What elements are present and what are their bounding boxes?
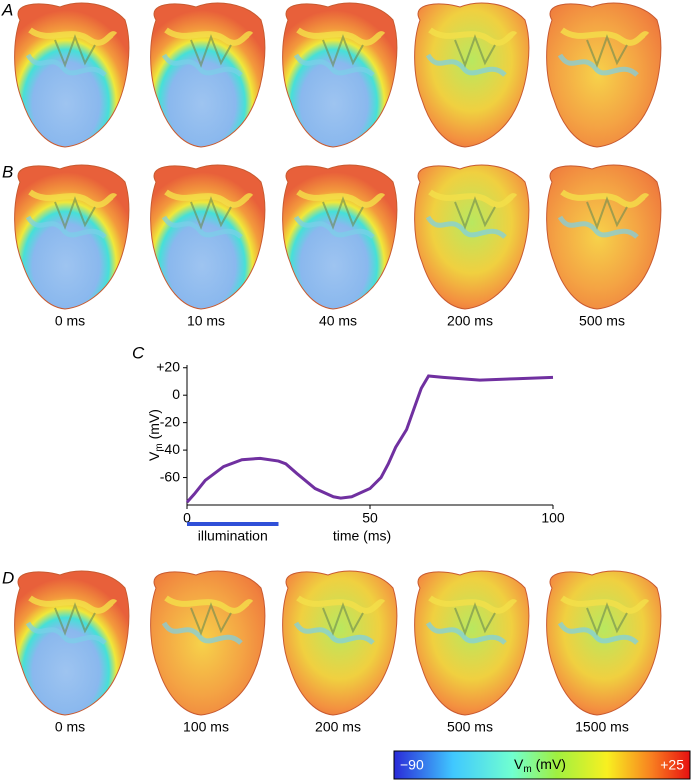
heart (414, 2, 530, 148)
y-tick-label: -20 (160, 413, 180, 429)
panel-label: B (2, 162, 13, 181)
heart-cavity (190, 34, 232, 68)
heart-cavity (54, 34, 96, 68)
label-sub: m (523, 764, 531, 775)
panel-label: D (2, 568, 14, 587)
colorbar-max-label: +25 (660, 757, 684, 773)
label-main: V (514, 756, 524, 772)
illumination-bar (187, 522, 279, 526)
heart-stripe (161, 53, 243, 77)
heart (150, 2, 266, 148)
x-tick-label: 100 (541, 510, 565, 526)
heart-stripe (428, 189, 518, 208)
label-sub: m (154, 443, 165, 451)
panel-label: C (132, 343, 145, 362)
y-tick-label: +20 (156, 358, 180, 374)
heart-cavity (190, 602, 232, 636)
heart-stripe (28, 27, 118, 46)
y-tick-label: 0 (172, 386, 180, 402)
heart-stripe (296, 27, 386, 46)
heart-stripe (425, 215, 507, 239)
heart-cavity (54, 602, 96, 636)
heart (282, 164, 398, 310)
heart-stripe (164, 189, 254, 208)
time-label: 10 ms (187, 313, 225, 329)
heart-stripe (293, 215, 375, 239)
heart (14, 164, 130, 310)
heart (282, 570, 398, 716)
heart-stripe (296, 595, 386, 614)
heart-stripe (296, 189, 386, 208)
heart-cavity (322, 196, 364, 230)
heart-cavity (586, 602, 628, 636)
heart-stripe (28, 595, 118, 614)
heart-stripe (425, 621, 507, 645)
heart (414, 570, 530, 716)
heart-cavity (454, 196, 496, 230)
heart-stripe (560, 595, 650, 614)
heart-stripe (161, 621, 243, 645)
heart-stripe (293, 621, 375, 645)
heart (546, 164, 662, 310)
heart-stripe (164, 595, 254, 614)
heart-stripe (557, 53, 639, 77)
colorbar-min-label: −90 (400, 757, 424, 773)
heart-stripe (25, 53, 107, 77)
heart-stripe (428, 595, 518, 614)
label-rest: (mV) (146, 409, 162, 443)
colorbar (393, 750, 691, 780)
heart-stripe (164, 27, 254, 46)
heart-cavity (454, 34, 496, 68)
heart-stripe (557, 621, 639, 645)
heart (282, 2, 398, 148)
heart (14, 2, 130, 148)
heart-stripe (425, 53, 507, 77)
x-tick-label: 50 (362, 510, 378, 526)
heart (150, 570, 266, 716)
illumination-label: illumination (198, 528, 268, 544)
heart-cavity (586, 34, 628, 68)
heart-cavity (586, 196, 628, 230)
heart (546, 2, 662, 148)
heart-stripe (293, 53, 375, 77)
label-main: V (146, 451, 162, 461)
heart-cavity (454, 602, 496, 636)
time-label: 0 ms (55, 313, 85, 329)
heart-stripe (25, 621, 107, 645)
time-label: 1500 ms (575, 719, 629, 735)
time-label: 500 ms (447, 719, 493, 735)
heart-stripe (25, 215, 107, 239)
heart-stripe (28, 189, 118, 208)
heart-stripe (161, 215, 243, 239)
heart (14, 570, 130, 716)
time-label: 0 ms (55, 719, 85, 735)
y-tick-label: -60 (160, 468, 180, 484)
panel-label: A (1, 0, 13, 19)
axis-label: Vm (mV) (514, 756, 566, 775)
heart-stripe (557, 215, 639, 239)
heart (150, 164, 266, 310)
time-label: 40 ms (319, 313, 357, 329)
heart-cavity (54, 196, 96, 230)
label-rest: (mV) (532, 756, 566, 772)
time-label: 500 ms (579, 313, 625, 329)
heart-stripe (428, 27, 518, 46)
line (185, 374, 554, 504)
heart-stripe (560, 27, 650, 46)
heart-cavity (322, 34, 364, 68)
heart-stripe (560, 189, 650, 208)
x-axis-label: time (ms) (333, 528, 391, 544)
y-tick-label: -40 (160, 441, 180, 457)
x-tick-label: 0 (183, 510, 191, 526)
heart-cavity (190, 196, 232, 230)
time-label: 200 ms (315, 719, 361, 735)
heart (414, 164, 530, 310)
time-label: 100 ms (183, 719, 229, 735)
axis-label: Vm (mV) (146, 409, 165, 461)
heart (546, 570, 662, 716)
time-label: 200 ms (447, 313, 493, 329)
heart-cavity (322, 602, 364, 636)
